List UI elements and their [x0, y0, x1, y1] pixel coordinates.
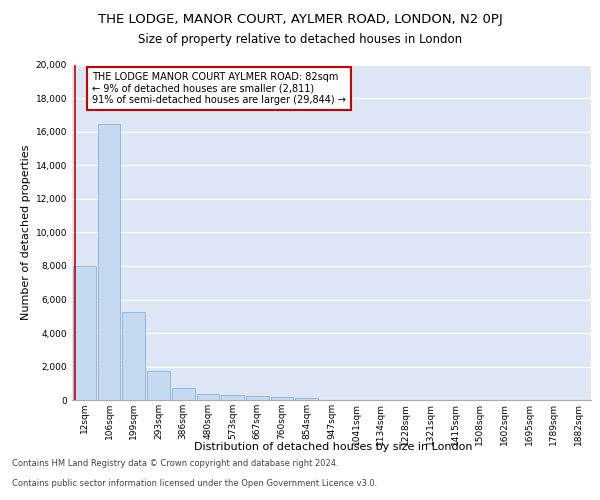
Bar: [221, 396, 244, 400]
Text: THE LODGE MANOR COURT AYLMER ROAD: 82sqm
← 9% of detached houses are smaller (2,: THE LODGE MANOR COURT AYLMER ROAD: 82sqm…: [92, 72, 346, 105]
Bar: [172, 388, 194, 400]
Bar: [271, 397, 293, 400]
Bar: [246, 396, 269, 400]
Text: Contains public sector information licensed under the Open Government Licence v3: Contains public sector information licen…: [12, 478, 377, 488]
Bar: [147, 370, 170, 400]
Y-axis label: Number of detached properties: Number of detached properties: [22, 145, 31, 320]
Text: Contains HM Land Registry data © Crown copyright and database right 2024.: Contains HM Land Registry data © Crown c…: [12, 458, 338, 468]
Text: Distribution of detached houses by size in London: Distribution of detached houses by size …: [194, 442, 472, 452]
Bar: [122, 312, 145, 400]
Bar: [197, 394, 219, 400]
Bar: [98, 124, 121, 400]
Text: Size of property relative to detached houses in London: Size of property relative to detached ho…: [138, 32, 462, 46]
Bar: [73, 266, 96, 400]
Text: THE LODGE, MANOR COURT, AYLMER ROAD, LONDON, N2 0PJ: THE LODGE, MANOR COURT, AYLMER ROAD, LON…: [98, 12, 502, 26]
Bar: [295, 398, 318, 400]
